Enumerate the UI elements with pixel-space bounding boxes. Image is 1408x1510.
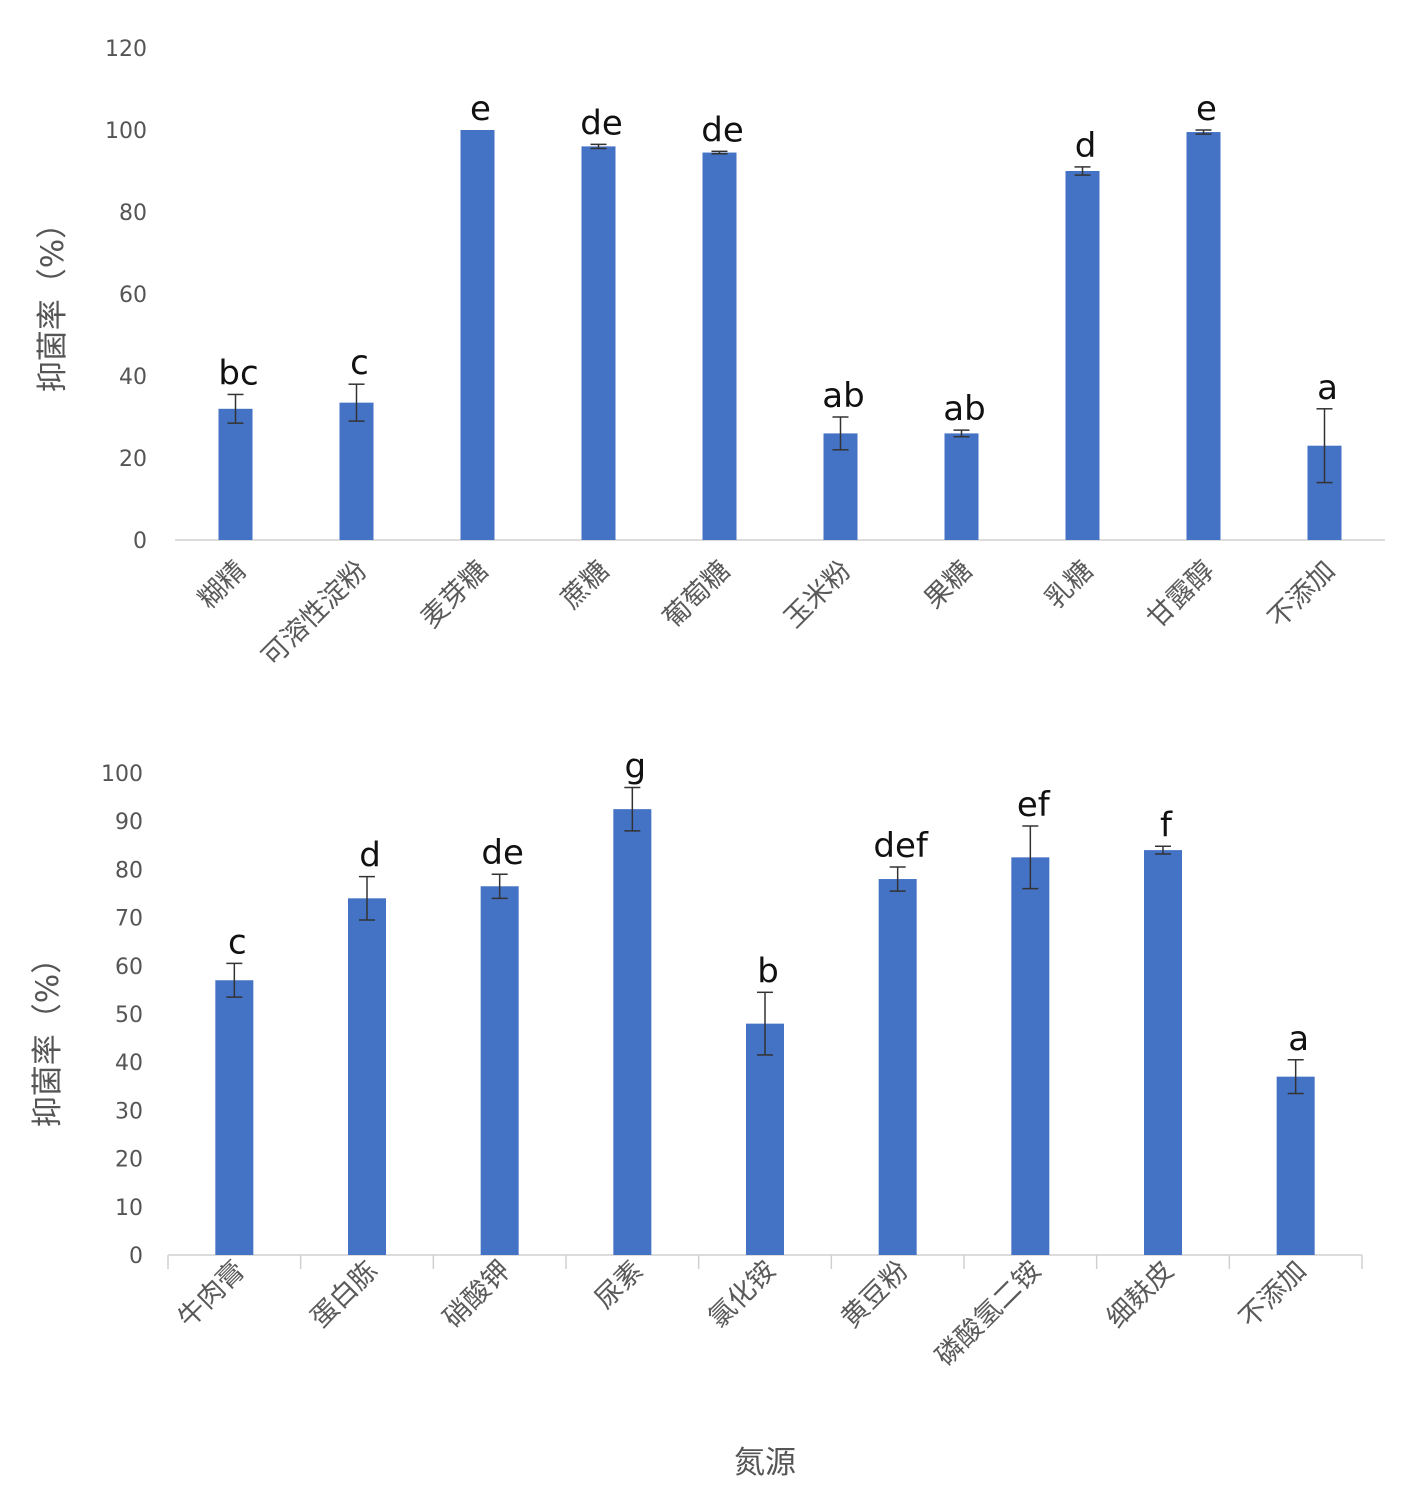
- y-tick-label: 100: [105, 119, 147, 144]
- category-label: 氯化铵: [703, 1255, 782, 1334]
- category-label: 葡萄糖: [657, 555, 736, 634]
- y-tick-label: 90: [115, 810, 143, 835]
- category-label: 硝酸钾: [437, 1255, 516, 1334]
- bar: [613, 809, 652, 1255]
- chart-2: 0 10 20 30 40 50 60 70 80 90 100 抑菌率（%） 氮源 c 牛肉膏 d 蛋白胨 de…: [30, 746, 1363, 1481]
- category-label: 可溶性淀粉: [256, 555, 373, 672]
- category-label: 果糖: [918, 555, 978, 615]
- y-tick-label: 80: [119, 201, 147, 226]
- category-label: 乳糖: [1039, 555, 1099, 615]
- significance-label: e: [1196, 89, 1217, 129]
- y-tick-label: 20: [115, 1148, 143, 1173]
- significance-label: ef: [1017, 785, 1051, 825]
- significance-label: de: [701, 110, 744, 150]
- y-axis-label: 抑菌率（%）: [30, 943, 66, 1127]
- significance-label: b: [757, 951, 779, 991]
- significance-label: e: [470, 89, 491, 129]
- category-label: 蔗糖: [555, 555, 615, 615]
- y-tick-label: 40: [119, 365, 147, 390]
- y-tick-label: 10: [115, 1196, 143, 1221]
- bar: [944, 433, 979, 540]
- bar: [348, 898, 386, 1255]
- category-label: 麦芽糖: [415, 555, 494, 634]
- bar: [1186, 132, 1221, 541]
- bar: [746, 1023, 784, 1255]
- bar: [1144, 850, 1182, 1255]
- y-tick-label: 0: [129, 1244, 143, 1269]
- y-tick-label: 70: [115, 907, 143, 932]
- significance-label: de: [580, 103, 623, 143]
- category-label: 蛋白胨: [305, 1255, 384, 1334]
- y-tick-label: 60: [115, 955, 143, 980]
- bar: [480, 886, 519, 1255]
- significance-label: f: [1160, 805, 1173, 845]
- significance-label: ab: [822, 376, 864, 416]
- y-axis-label: 抑菌率（%）: [35, 208, 71, 392]
- bar: [215, 980, 254, 1255]
- bar: [581, 146, 616, 540]
- significance-label: d: [1075, 126, 1097, 166]
- x-axis-label: 氮源: [734, 1445, 796, 1481]
- category-label: 不添加: [1233, 1255, 1312, 1334]
- y-tick-label: 60: [119, 283, 147, 308]
- bar: [460, 130, 495, 540]
- y-tick-label: 20: [119, 447, 147, 472]
- category-label: 糊精: [192, 555, 252, 615]
- significance-label: c: [228, 922, 247, 962]
- y-tick-label: 50: [115, 1003, 143, 1028]
- bar: [1065, 171, 1100, 540]
- category-label: 甘露醇: [1141, 555, 1220, 634]
- category-label: 黄豆粉: [835, 1255, 914, 1334]
- significance-label: a: [1288, 1019, 1309, 1059]
- y-tick-label: 30: [115, 1099, 143, 1124]
- significance-label: bc: [218, 353, 258, 393]
- category-label: 不添加: [1262, 555, 1341, 634]
- significance-label: c: [350, 343, 369, 383]
- bar: [823, 433, 858, 540]
- significance-label: de: [481, 833, 524, 873]
- y-tick-label: 0: [133, 529, 147, 554]
- bar: [878, 879, 917, 1255]
- bar: [1011, 857, 1050, 1255]
- significance-label: ab: [943, 389, 985, 429]
- category-label: 牛肉膏: [172, 1255, 251, 1334]
- y-tick-label: 100: [101, 762, 143, 787]
- category-label: 细麸皮: [1101, 1255, 1180, 1334]
- y-tick-label: 80: [115, 858, 143, 883]
- bar: [1276, 1076, 1315, 1255]
- significance-label: def: [873, 826, 929, 866]
- significance-label: d: [359, 836, 381, 876]
- category-label: 尿素: [589, 1255, 649, 1315]
- y-tick-label: 120: [105, 37, 147, 62]
- category-label: 磷酸氢二铵: [930, 1255, 1047, 1372]
- bar: [339, 402, 374, 540]
- significance-label: g: [625, 746, 647, 786]
- category-label: 玉米粉: [778, 555, 857, 634]
- bar: [702, 152, 737, 541]
- significance-label: a: [1317, 368, 1338, 408]
- bar: [218, 408, 253, 540]
- y-tick-label: 40: [115, 1051, 143, 1076]
